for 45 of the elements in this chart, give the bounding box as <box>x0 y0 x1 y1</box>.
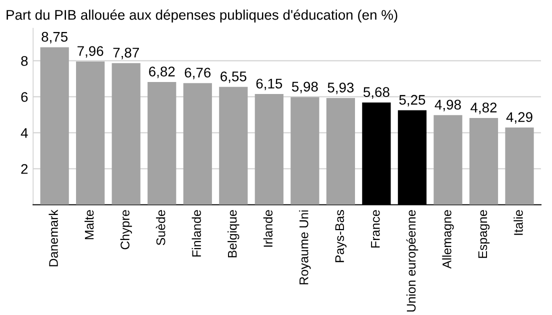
data-label: 5,25 <box>399 94 426 106</box>
data-label: 5,98 <box>292 82 318 94</box>
data-label: 6,76 <box>184 68 211 80</box>
x-tick-label: Belgique <box>228 210 240 258</box>
bar <box>76 61 105 205</box>
x-tick-label: Italie <box>514 210 523 235</box>
x-tick-label: Royaume Uni <box>299 210 311 284</box>
x-tick-label: Chypre <box>120 210 132 250</box>
data-label: 4,29 <box>506 112 532 124</box>
chart-title: Part du PIB allouée aux dépenses publiques d'éducation (en %) <box>6 9 398 23</box>
data-label: 8,75 <box>42 32 68 44</box>
x-tick-label: Allemagne <box>442 210 454 269</box>
y-tick-label: 4 <box>20 128 28 138</box>
data-label: 7,87 <box>113 48 139 60</box>
x-tick-label: France <box>371 210 380 248</box>
data-label: 6,55 <box>220 71 246 83</box>
x-tick-label: Union européenne <box>406 210 418 312</box>
x-tick-label: Pays-Bas <box>335 210 347 262</box>
data-label: 4,98 <box>434 100 461 112</box>
data-label: 5,68 <box>363 87 390 99</box>
data-label: 7,96 <box>78 46 104 58</box>
x-tick-label: Suède <box>156 210 166 246</box>
bar <box>219 86 248 205</box>
data-label: 6,82 <box>149 66 175 78</box>
bar <box>326 98 355 205</box>
bar <box>40 47 69 205</box>
bar <box>112 63 140 205</box>
y-tick-label: 8 <box>21 56 28 66</box>
x-tick-label: Espagne <box>478 210 490 258</box>
x-tick-label: Danemark <box>48 210 58 266</box>
bar <box>505 128 534 205</box>
x-tick-label: Finlande <box>192 210 201 257</box>
data-label: 5,93 <box>328 82 354 94</box>
bar <box>290 97 320 205</box>
data-label: 4,82 <box>470 102 497 114</box>
bar <box>148 82 176 205</box>
x-tick-label: Irlande <box>263 210 273 247</box>
x-tick-label: Malte <box>84 210 94 240</box>
y-tick-label: 2 <box>21 164 28 174</box>
y-tick-label: 6 <box>21 92 28 102</box>
bar <box>183 83 212 205</box>
bar <box>434 115 462 205</box>
data-label: 6,15 <box>256 78 282 90</box>
bar <box>469 118 498 205</box>
bar <box>254 94 284 205</box>
